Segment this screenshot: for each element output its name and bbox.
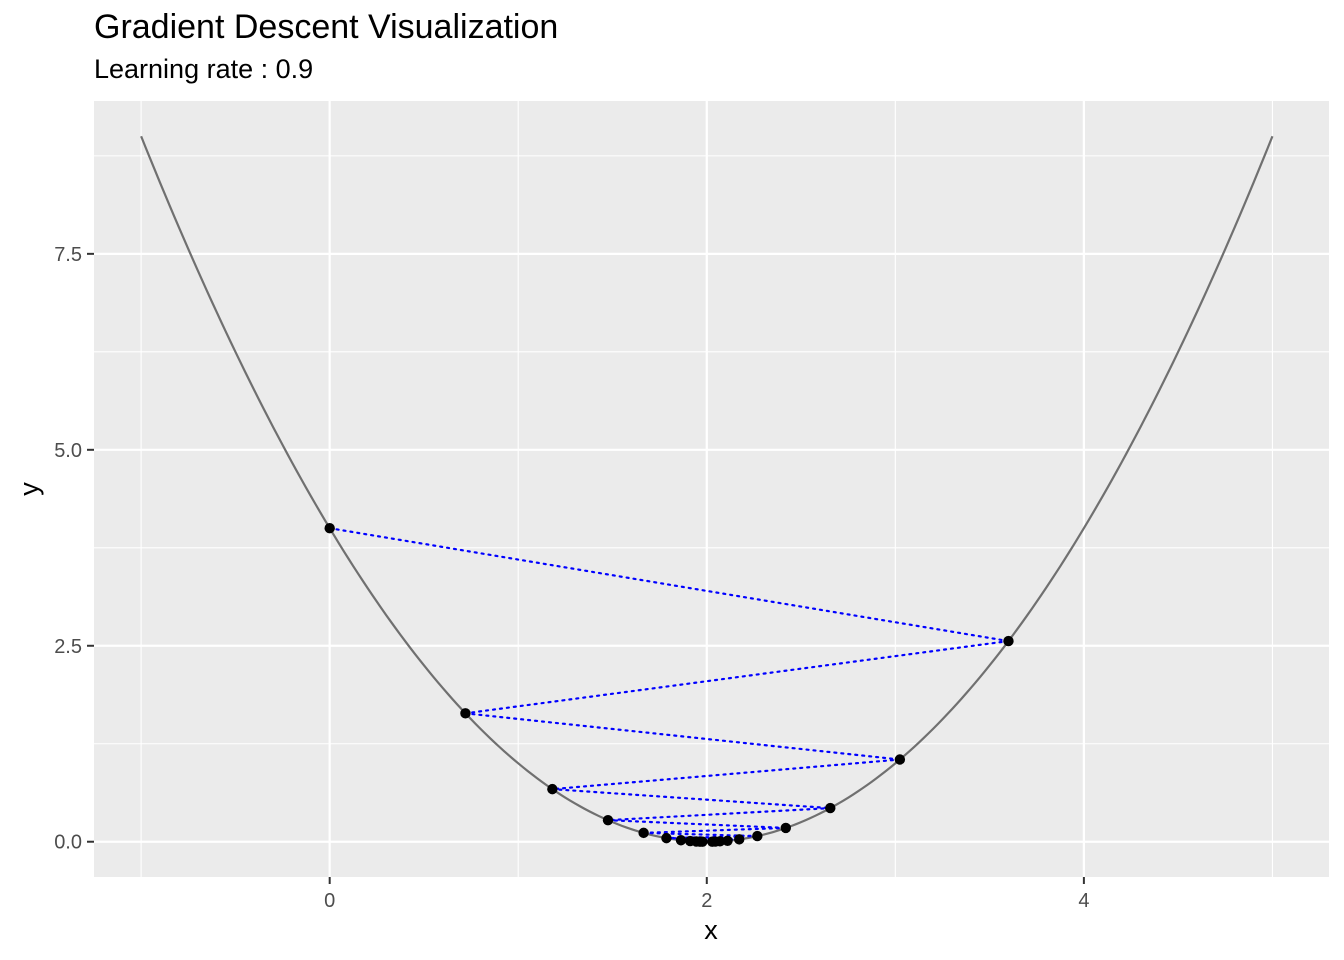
descent-point <box>734 834 745 845</box>
y-axis: 0.0 2.5 5.0 7.5 <box>54 244 94 854</box>
y-tick-label: 7.5 <box>54 244 82 266</box>
descent-point <box>638 827 649 839</box>
descent-points <box>324 522 1014 847</box>
y-tick-label: 2.5 <box>54 636 82 658</box>
chart-subtitle: Learning rate : 0.9 <box>94 54 314 84</box>
x-tick-label: 4 <box>1078 890 1089 912</box>
x-axis: 0 2 4 <box>324 877 1089 912</box>
x-tick-label: 2 <box>701 890 712 912</box>
descent-step-line <box>642 831 759 838</box>
chart-title: Gradient Descent Visualization <box>94 8 559 46</box>
descent-point <box>661 832 672 844</box>
descent-step-line <box>642 826 787 834</box>
minor-gridlines <box>94 101 1329 877</box>
descent-point <box>780 822 791 834</box>
descent-point <box>324 522 335 534</box>
descent-point <box>602 814 614 826</box>
descent-point <box>722 835 733 846</box>
descent-point <box>707 836 718 847</box>
descent-point <box>1003 635 1014 647</box>
x-tick-label: 0 <box>324 890 335 912</box>
plot-panel <box>94 101 1329 877</box>
descent-step-line <box>328 527 1010 643</box>
descent-point <box>547 783 558 795</box>
descent-point <box>675 835 687 846</box>
descent-point <box>697 836 708 847</box>
descent-step-line <box>551 788 832 810</box>
descent-step-line <box>464 712 901 761</box>
descent-step-line <box>606 807 832 822</box>
y-axis-title: y <box>14 482 44 496</box>
descent-point <box>460 708 471 719</box>
descent-point <box>894 754 906 765</box>
descent-step-line <box>551 758 901 791</box>
descent-step-line <box>464 639 1010 715</box>
y-tick-label: 0.0 <box>54 832 82 854</box>
descent-point <box>752 830 763 842</box>
descent-point <box>825 802 836 814</box>
descent-step-line <box>606 819 787 830</box>
x-axis-title: x <box>704 915 718 945</box>
y-tick-label: 5.0 <box>54 440 82 462</box>
